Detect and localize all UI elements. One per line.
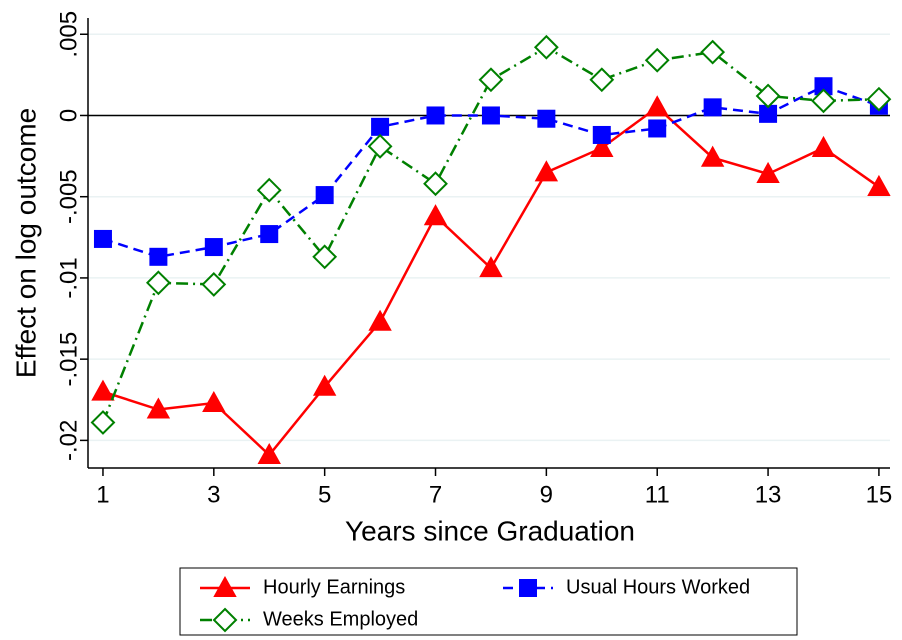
marker-diamond: [90, 410, 116, 435]
marker-triangle: [811, 135, 836, 157]
marker-triangle: [534, 160, 559, 182]
x-tick-label: 11: [645, 481, 670, 508]
y-tick-label: -.015: [55, 332, 82, 387]
x-tick-label: 7: [429, 481, 442, 508]
marker-triangle: [590, 135, 614, 157]
y-tick-label: .005: [55, 11, 82, 58]
marker-diamond: [256, 177, 282, 203]
marker-square: [481, 106, 500, 125]
marker-diamond: [533, 34, 559, 60]
marker-square: [371, 117, 390, 136]
marker-triangle: [257, 442, 281, 465]
marker-diamond: [700, 39, 726, 65]
marker-square: [648, 119, 667, 138]
legend-box: [179, 567, 798, 636]
marker-diamond: [866, 86, 892, 112]
marker-diamond: [811, 88, 836, 114]
marker-triangle: [479, 256, 503, 278]
legend-label: Hourly Earnings: [263, 576, 405, 598]
marker-diamond: [478, 67, 504, 93]
marker-diamond: [145, 270, 171, 296]
marker-triangle: [645, 95, 669, 117]
marker-square: [149, 247, 168, 266]
x-tick-label: 1: [96, 481, 109, 508]
marker-square: [592, 125, 611, 144]
marker-square: [315, 186, 334, 205]
y-tick-label: -.005: [55, 169, 82, 224]
marker-square: [537, 109, 556, 128]
legend-marker: [212, 607, 238, 633]
marker-triangle: [91, 379, 115, 401]
marker-triangle: [368, 309, 392, 331]
legend-label: Usual Hours Worked: [566, 576, 750, 598]
marker-triangle: [312, 374, 337, 396]
marker-diamond: [367, 133, 393, 159]
marker-triangle: [202, 390, 226, 413]
marker-diamond: [589, 67, 615, 93]
y-axis-title: Effect on log outcome: [10, 108, 41, 378]
x-tick-label: 5: [318, 481, 331, 508]
marker-square: [260, 225, 279, 244]
x-axis-title: Years since Graduation: [345, 515, 635, 546]
marker-diamond: [755, 83, 781, 109]
marker-triangle: [756, 161, 780, 183]
marker-diamond: [423, 171, 448, 197]
y-tick-label: 0: [55, 109, 82, 122]
x-tick-label: 15: [866, 481, 893, 508]
marker-square: [93, 229, 112, 248]
marker-diamond: [201, 272, 227, 297]
marker-triangle: [700, 145, 725, 167]
legend-marker: [519, 579, 537, 597]
marker-triangle: [423, 204, 448, 226]
y-tick-label: -.01: [55, 257, 82, 298]
marker-triangle: [867, 174, 891, 196]
marker-diamond: [644, 47, 670, 73]
x-tick-label: 13: [755, 481, 782, 508]
x-tick-label: 3: [207, 481, 220, 508]
marker-square: [426, 106, 445, 125]
marker-diamond: [312, 244, 338, 270]
series-line: [101, 45, 879, 423]
marker-triangle: [146, 397, 171, 419]
legend-label: Weeks Employed: [263, 608, 418, 630]
marker-square: [204, 238, 223, 257]
x-tick-label: 9: [540, 481, 553, 508]
y-tick-label: -.02: [55, 420, 82, 461]
legend-marker: [213, 575, 237, 597]
marker-square: [703, 98, 722, 117]
